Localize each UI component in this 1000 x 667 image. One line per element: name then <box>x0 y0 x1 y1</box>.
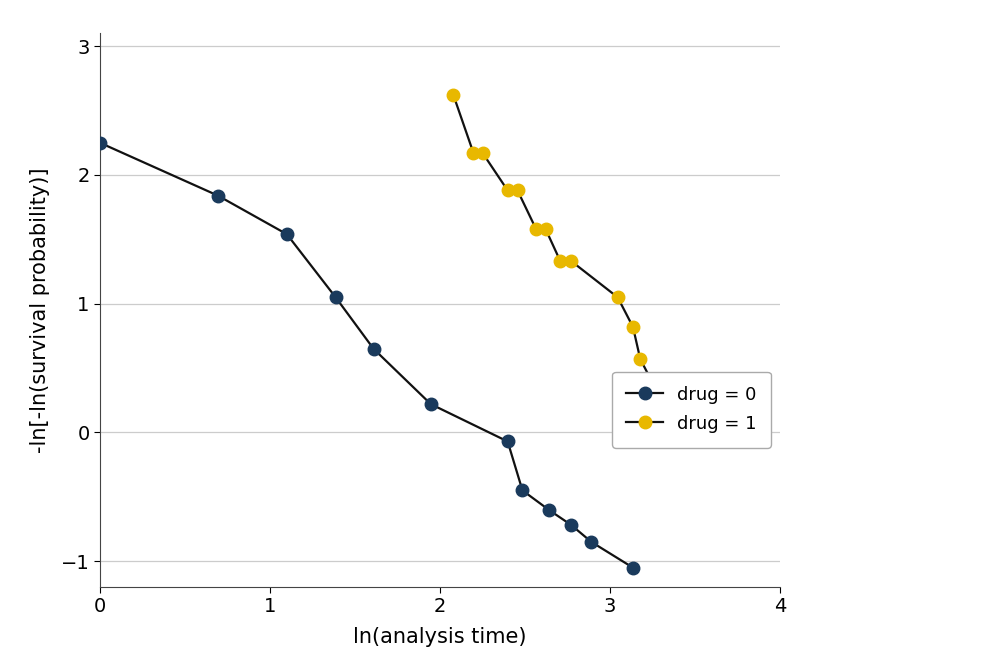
Y-axis label: -ln[-ln(survival probability)]: -ln[-ln(survival probability)] <box>30 167 50 453</box>
Legend: drug = 0, drug = 1: drug = 0, drug = 1 <box>612 372 771 448</box>
X-axis label: ln(analysis time): ln(analysis time) <box>353 628 527 648</box>
